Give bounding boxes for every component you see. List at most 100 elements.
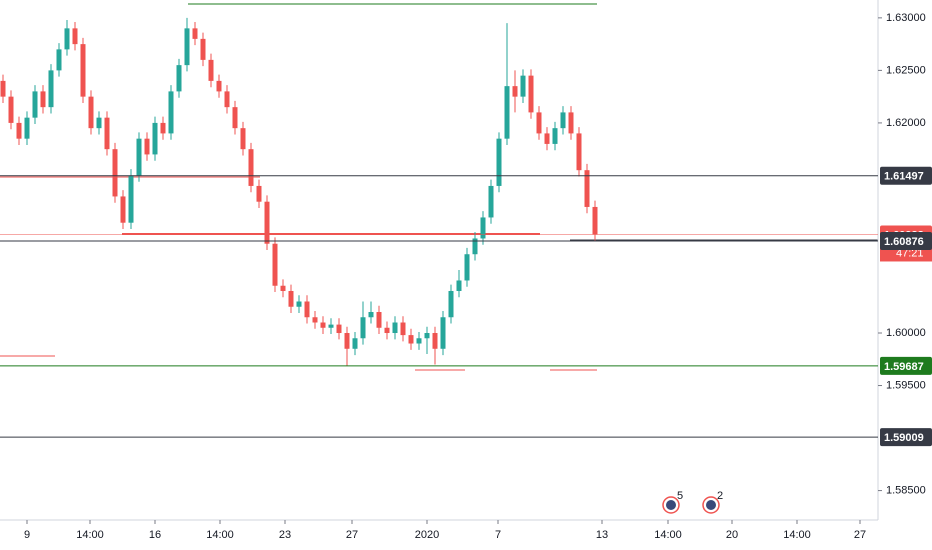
- x-tick-label: 7: [495, 529, 501, 541]
- x-tick-label: 16: [149, 529, 161, 541]
- price-tag: [880, 231, 932, 250]
- candle-body: [528, 75, 534, 113]
- candle-body: [160, 122, 166, 134]
- y-tick-label: 1.62000: [886, 117, 926, 129]
- price-tag: [880, 428, 932, 447]
- x-tick-label: 14:00: [783, 529, 811, 541]
- candle-body: [384, 327, 390, 334]
- candle-body: [328, 324, 334, 328]
- candle-body: [120, 196, 126, 223]
- candle-body: [176, 65, 182, 92]
- candle-body: [128, 175, 134, 223]
- candle-body: [280, 285, 286, 291]
- price-tag-label: 1.59687: [884, 361, 924, 373]
- candle-body: [296, 301, 302, 307]
- event-icon-inner: [666, 500, 676, 510]
- candle-body: [472, 238, 478, 255]
- candle-body: [96, 117, 102, 129]
- candle-body: [168, 91, 174, 134]
- candle-body: [232, 107, 238, 129]
- candle-body: [104, 117, 110, 150]
- candle-body: [504, 86, 510, 139]
- y-tick-label: 1.62500: [886, 64, 926, 76]
- candle-body: [440, 317, 446, 349]
- candle-body: [576, 133, 582, 171]
- candle-body: [592, 206, 598, 235]
- candle-body: [400, 322, 406, 336]
- candle-body: [192, 28, 198, 39]
- candle-body: [56, 49, 62, 71]
- candle-body: [48, 70, 54, 108]
- x-tick-label: 14:00: [76, 529, 104, 541]
- candle-body: [584, 170, 590, 207]
- candle-body: [448, 290, 454, 318]
- candle-body: [512, 86, 518, 97]
- price-tag-label: 1.60876: [884, 236, 924, 248]
- candle-body: [136, 138, 142, 176]
- x-tick-label: 23: [279, 529, 291, 541]
- x-tick-label: 27: [346, 529, 358, 541]
- candle-body: [352, 338, 358, 349]
- y-tick-label: 1.63000: [886, 12, 926, 24]
- candle-body: [536, 112, 542, 134]
- candle-body: [336, 324, 342, 334]
- countdown-label: 47:21: [896, 247, 924, 259]
- candle-body: [80, 44, 86, 97]
- candle-body: [560, 112, 566, 129]
- candle-body: [184, 28, 190, 66]
- candle-body: [40, 91, 46, 108]
- candle-body: [544, 133, 550, 144]
- candle-body: [64, 28, 70, 50]
- price-tag-label: 1.61497: [884, 171, 924, 183]
- candle-body: [480, 217, 486, 239]
- x-tick-label: 20: [726, 529, 738, 541]
- candle-body: [248, 149, 254, 186]
- candle-body: [344, 333, 350, 349]
- candle-body: [488, 185, 494, 218]
- event-icon-inner: [706, 500, 716, 510]
- candle-body: [552, 128, 558, 144]
- candle-body: [24, 117, 30, 139]
- price-tag: [880, 356, 932, 375]
- candle-body: [520, 75, 526, 97]
- candle-body: [376, 312, 382, 328]
- candle-body: [392, 322, 398, 334]
- candle-body: [424, 333, 430, 339]
- x-tick-label: 9: [24, 529, 30, 541]
- candle-body: [256, 185, 262, 202]
- candle-body: [240, 128, 246, 150]
- candle-body: [304, 301, 310, 318]
- candle-body: [496, 138, 502, 186]
- candle-body: [112, 149, 118, 197]
- candle-body: [72, 28, 78, 45]
- event-count: 2: [717, 490, 723, 502]
- event-count: 5: [677, 490, 683, 502]
- candle-body: [568, 112, 574, 134]
- candle-body: [288, 290, 294, 307]
- candle-body: [152, 122, 158, 155]
- price-tag-label: 1.59009: [884, 432, 924, 444]
- candle-body: [224, 91, 230, 108]
- candle-body: [216, 80, 222, 92]
- x-tick-label: 27: [854, 529, 866, 541]
- y-tick-label: 1.59500: [886, 379, 926, 391]
- candle-body: [416, 338, 422, 344]
- y-tick-label: 1.60000: [886, 327, 926, 339]
- candle-body: [0, 80, 6, 97]
- candle-body: [272, 243, 278, 286]
- candle-body: [144, 138, 150, 155]
- candle-body: [432, 333, 438, 349]
- candle-body: [408, 335, 414, 344]
- price-tag: [880, 166, 932, 185]
- x-tick-label: 2020: [415, 529, 439, 541]
- candle-body: [32, 91, 38, 118]
- candle-body: [368, 312, 374, 318]
- x-tick-label: 14:00: [654, 529, 682, 541]
- x-tick-label: 14:00: [206, 529, 234, 541]
- candle-body: [8, 96, 14, 123]
- candle-body: [464, 254, 470, 281]
- x-tick-label: 13: [596, 529, 608, 541]
- candle-body: [16, 122, 22, 139]
- y-tick-label: 1.58500: [886, 484, 926, 496]
